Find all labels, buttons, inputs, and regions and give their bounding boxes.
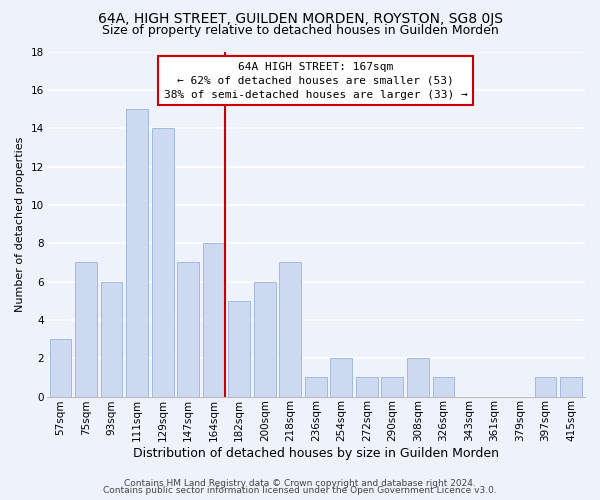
Bar [203, 243, 224, 396]
Bar [152, 128, 173, 396]
Bar [407, 358, 429, 397]
Bar [305, 378, 326, 396]
Bar [229, 300, 250, 396]
Bar [535, 378, 556, 396]
Bar [178, 262, 199, 396]
Bar [101, 282, 122, 397]
Bar [433, 378, 454, 396]
Bar [127, 109, 148, 397]
Bar [75, 262, 97, 396]
Text: 64A, HIGH STREET, GUILDEN MORDEN, ROYSTON, SG8 0JS: 64A, HIGH STREET, GUILDEN MORDEN, ROYSTO… [97, 12, 503, 26]
Bar [382, 378, 403, 396]
Bar [356, 378, 377, 396]
Text: Contains public sector information licensed under the Open Government Licence v3: Contains public sector information licen… [103, 486, 497, 495]
Y-axis label: Number of detached properties: Number of detached properties [15, 136, 25, 312]
Bar [50, 339, 71, 396]
Text: Contains HM Land Registry data © Crown copyright and database right 2024.: Contains HM Land Registry data © Crown c… [124, 478, 476, 488]
Text: 64A HIGH STREET: 167sqm
← 62% of detached houses are smaller (53)
38% of semi-de: 64A HIGH STREET: 167sqm ← 62% of detache… [164, 62, 467, 100]
Text: Size of property relative to detached houses in Guilden Morden: Size of property relative to detached ho… [101, 24, 499, 37]
Bar [560, 378, 582, 396]
Bar [331, 358, 352, 397]
Bar [254, 282, 275, 397]
X-axis label: Distribution of detached houses by size in Guilden Morden: Distribution of detached houses by size … [133, 447, 499, 460]
Bar [280, 262, 301, 396]
